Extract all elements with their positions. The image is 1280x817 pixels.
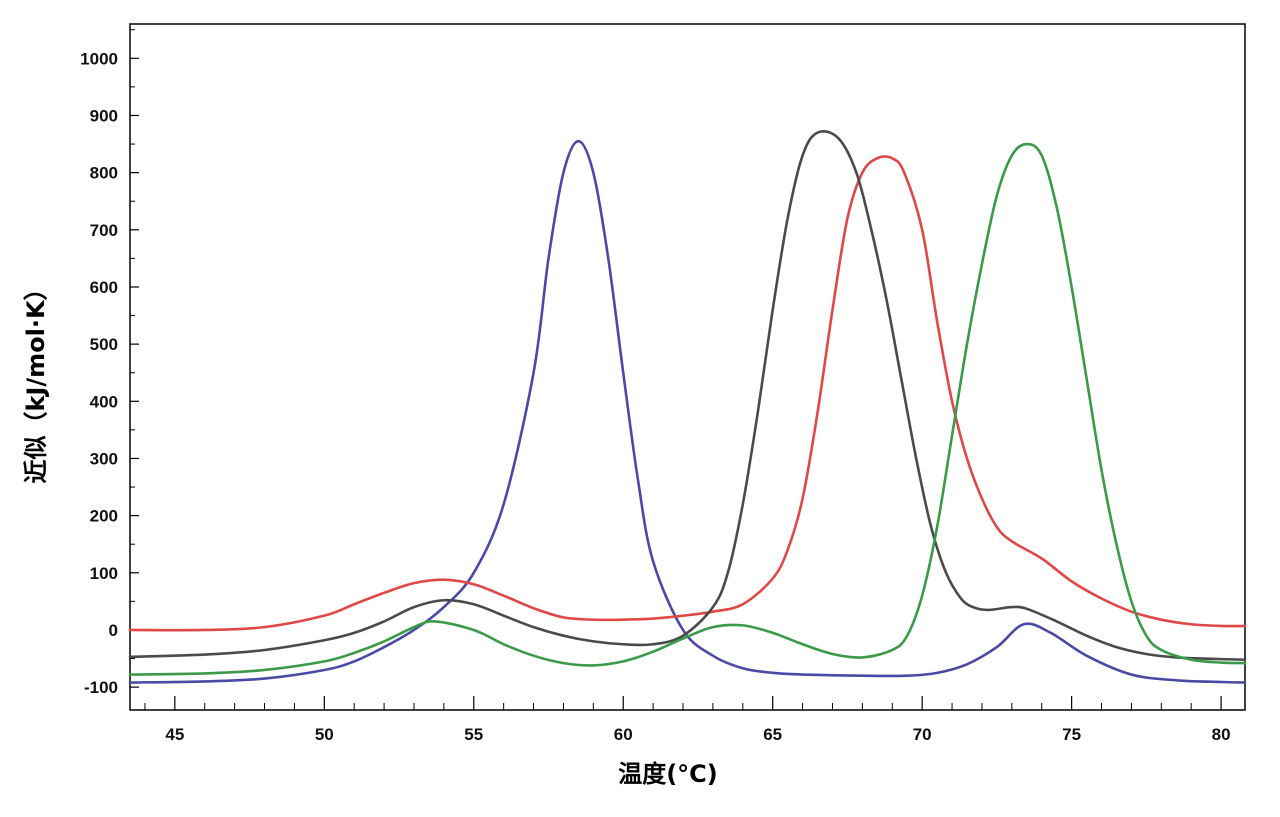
y-tick-label: 100 — [90, 564, 118, 583]
series-line-2 — [128, 155, 1247, 632]
y-tick-label: 700 — [90, 221, 118, 240]
x-axis-ticks: 45 50 55 60 65 70 75 80 — [165, 696, 1231, 744]
series-line-3 — [128, 130, 1247, 661]
series-line-1 — [128, 139, 1247, 684]
y-tick-label: 200 — [90, 507, 118, 526]
series-line-4 — [128, 142, 1247, 676]
x-tick-label: 50 — [315, 725, 334, 744]
y-tick-label: 300 — [90, 449, 118, 468]
plot-frame — [129, 23, 1246, 711]
x-tick-label: 45 — [165, 725, 184, 744]
x-tick-label: 55 — [464, 725, 483, 744]
x-tick-label: 70 — [913, 725, 932, 744]
y-tick-label: 0 — [109, 621, 118, 640]
y-tick-label: 500 — [90, 335, 118, 354]
series-layer — [128, 130, 1247, 684]
x-tick-label: 80 — [1212, 725, 1231, 744]
y-tick-label: 400 — [90, 392, 118, 411]
x-tick-label: 60 — [614, 725, 633, 744]
y-tick-label: 900 — [90, 106, 118, 125]
y-axis-title: 近似（kJ/mol·K） — [22, 276, 50, 483]
y-tick-label: 600 — [90, 278, 118, 297]
x-minor-ticks — [144, 703, 1192, 710]
x-tick-label: 65 — [763, 725, 782, 744]
y-tick-label: 1000 — [80, 49, 118, 68]
x-axis-title: 温度(°C) — [618, 760, 718, 788]
y-axis-ticks: -100 0 100 200 300 400 500 600 700 800 900 1000 — [80, 29, 139, 697]
y-tick-label: -100 — [84, 678, 118, 697]
x-tick-label: 75 — [1062, 725, 1081, 744]
y-tick-label: 800 — [90, 164, 118, 183]
